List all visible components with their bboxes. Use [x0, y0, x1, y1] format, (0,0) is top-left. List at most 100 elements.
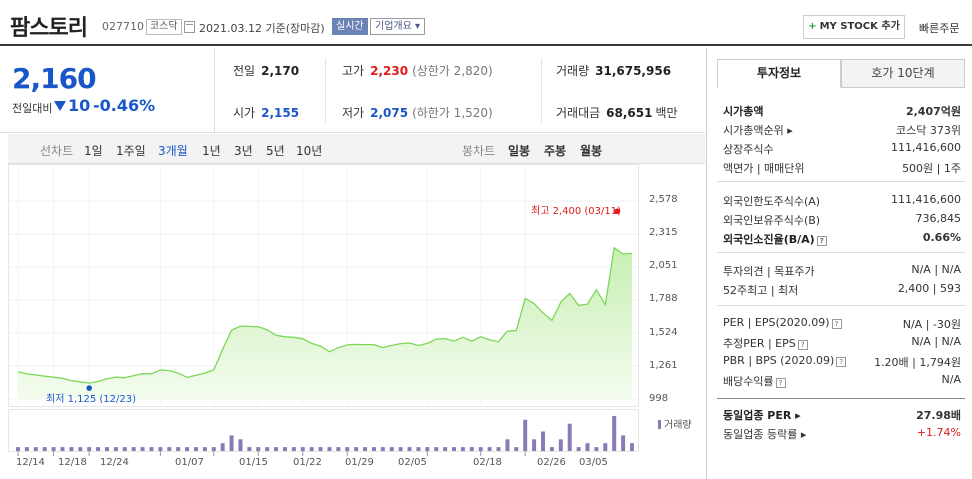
volume-bar [51, 447, 56, 451]
x-tick: 03/05 [579, 457, 608, 468]
candle-daily[interactable]: 일봉 [508, 144, 531, 158]
price-line [17, 246, 633, 384]
mystock-add-button[interactable]: + MY STOCK 추가 [803, 15, 905, 39]
row-sector-rate[interactable]: 동일업종 등락률 ▸ +1.74% [717, 423, 965, 442]
high-marker [614, 208, 620, 215]
volume-bar [87, 447, 92, 451]
row-par-value: 액면가 | 매매단위 500원 | 1주 [717, 157, 965, 176]
period-1w[interactable]: 1주일 [116, 144, 146, 158]
volume-bar [398, 447, 403, 451]
volume-bar [523, 419, 528, 451]
period-5y[interactable]: 5년 [266, 144, 285, 158]
quick-order-link[interactable]: 빠른주문 [919, 22, 960, 35]
period-3y[interactable]: 3년 [234, 144, 253, 158]
period-1d[interactable]: 1일 [84, 144, 103, 158]
volume-bar [96, 447, 101, 451]
help-icon[interactable]: ? [836, 357, 847, 367]
foreign-table: 외국인한도주식수(A) 111,416,600 외국인보유주식수(B) 736,84… [717, 190, 965, 247]
price-stats: 전일 2,170 고가 2,230 (상한가 2,820) 거래량 31,675,956… [215, 48, 705, 133]
divider [717, 305, 965, 306]
row-value: N/A | N/A [911, 263, 961, 276]
help-icon[interactable]: ? [775, 378, 786, 388]
change-value: 10 [68, 96, 91, 115]
row-label: 액면가 | 매매단위 [723, 162, 805, 175]
price-chart: 2,578 2,315 2,051 1,788 1,524 1,261 998 … [8, 164, 705, 479]
stat-unit: 백만 [655, 106, 678, 120]
row-label: PBR | BPS (2020.09) [723, 354, 835, 367]
row-label: 52주최고 | 최저 [723, 284, 799, 297]
volume-bar [585, 443, 590, 451]
high-annotation: 최고 2,400 (03/11) [531, 206, 622, 217]
stat-value: 2,155 [261, 106, 300, 120]
row-pbr: PBR | BPS (2020.09)? 1.20배 | 1,794원 [717, 351, 965, 370]
volume-bar [42, 447, 47, 451]
stat-label: 전일 [233, 64, 256, 78]
stock-header: 팜스토리 027710 코스닥 2021.03.12 기준(장마감) 실시간 기… [0, 0, 972, 46]
stat-label: 저가 [342, 106, 365, 120]
row-cap-rank[interactable]: 시가총액순위 ▸ 코스닥 373위 [717, 119, 965, 138]
volume-bar [282, 447, 287, 451]
volume-bar [176, 447, 181, 451]
row-label: 동일업종 PER ▸ [723, 409, 801, 422]
realtime-button[interactable]: 실시간 [332, 18, 368, 35]
row-52week: 52주최고 | 최저 2,400 | 593 [717, 279, 965, 298]
volume-bar [122, 447, 127, 451]
divider [717, 252, 965, 253]
tab-invest-info[interactable]: 투자정보 [717, 59, 841, 88]
row-value: 2,400 | 593 [897, 282, 961, 295]
volume-bar [211, 447, 216, 451]
calendar-icon [184, 21, 195, 33]
panel-tabs: 투자정보 호가 10단계 [717, 59, 965, 88]
volume-bar [487, 447, 492, 451]
volume-bar [558, 439, 563, 451]
row-value: N/A [941, 373, 961, 386]
row-value: 111,416,600 [891, 141, 961, 154]
y-tick: 2,051 [649, 260, 678, 271]
help-icon[interactable]: ? [797, 340, 808, 350]
volume-bar [327, 447, 332, 451]
volume-bar [425, 447, 430, 451]
row-market-cap: 시가총액 2,407억원 [717, 100, 965, 119]
volume-bar [576, 447, 581, 451]
help-icon[interactable]: ? [816, 236, 827, 246]
y-tick: 998 [649, 393, 669, 404]
volume-bar [354, 447, 359, 451]
candle-monthly[interactable]: 월봉 [580, 144, 603, 158]
volume-bar [603, 443, 608, 451]
y-tick: 2,315 [649, 227, 678, 238]
row-est-per: 추정PER | EPS? N/A | N/A [717, 332, 965, 351]
period-10y[interactable]: 10년 [296, 144, 323, 158]
volume-bar [318, 447, 323, 451]
lower-limit: (하한가 1,520) [412, 106, 493, 120]
period-1y[interactable]: 1년 [202, 144, 221, 158]
tab-quote-10[interactable]: 호가 10단계 [841, 59, 965, 88]
volume-bar [247, 447, 252, 451]
x-tick: 01/15 [239, 457, 268, 468]
stat-label: 거래대금 [556, 106, 601, 120]
row-sector-per[interactable]: 동일업종 PER ▸ 27.98배 [717, 404, 965, 423]
help-icon[interactable]: ? [831, 319, 842, 329]
stat-low: 저가 2,075 (하한가 1,520) [342, 104, 493, 121]
row-value: +1.74% [916, 426, 961, 439]
period-3m[interactable]: 3개월 [158, 144, 188, 158]
chart-canvas [8, 164, 639, 456]
divider [325, 58, 326, 123]
row-per: PER | EPS(2020.09)? N/A | -30원 [717, 313, 965, 332]
volume-bar [443, 447, 448, 451]
volume-bar [193, 447, 198, 451]
valuation-table: PER | EPS(2020.09)? N/A | -30원 추정PER | EP… [717, 313, 965, 389]
volume-bar [460, 447, 465, 451]
change-label: 전일대비 [12, 102, 53, 115]
candle-weekly[interactable]: 주봉 [544, 144, 567, 158]
volume-bar [505, 439, 510, 451]
x-tick: 01/29 [345, 457, 374, 468]
row-foreign-limit: 외국인한도주식수(A) 111,416,600 [717, 190, 965, 209]
row-label: 추정PER | EPS [723, 337, 796, 350]
volume-bar [478, 447, 483, 451]
row-value: 2,407억원 [905, 105, 961, 118]
row-foreign-ratio: 외국인소진율(B/A)? 0.66% [717, 228, 965, 247]
volume-bar [594, 447, 599, 451]
y-tick: 1,788 [649, 293, 678, 304]
stat-value: 31,675,956 [595, 64, 672, 78]
corp-info-dropdown[interactable]: 기업개요 ▾ [370, 18, 425, 35]
